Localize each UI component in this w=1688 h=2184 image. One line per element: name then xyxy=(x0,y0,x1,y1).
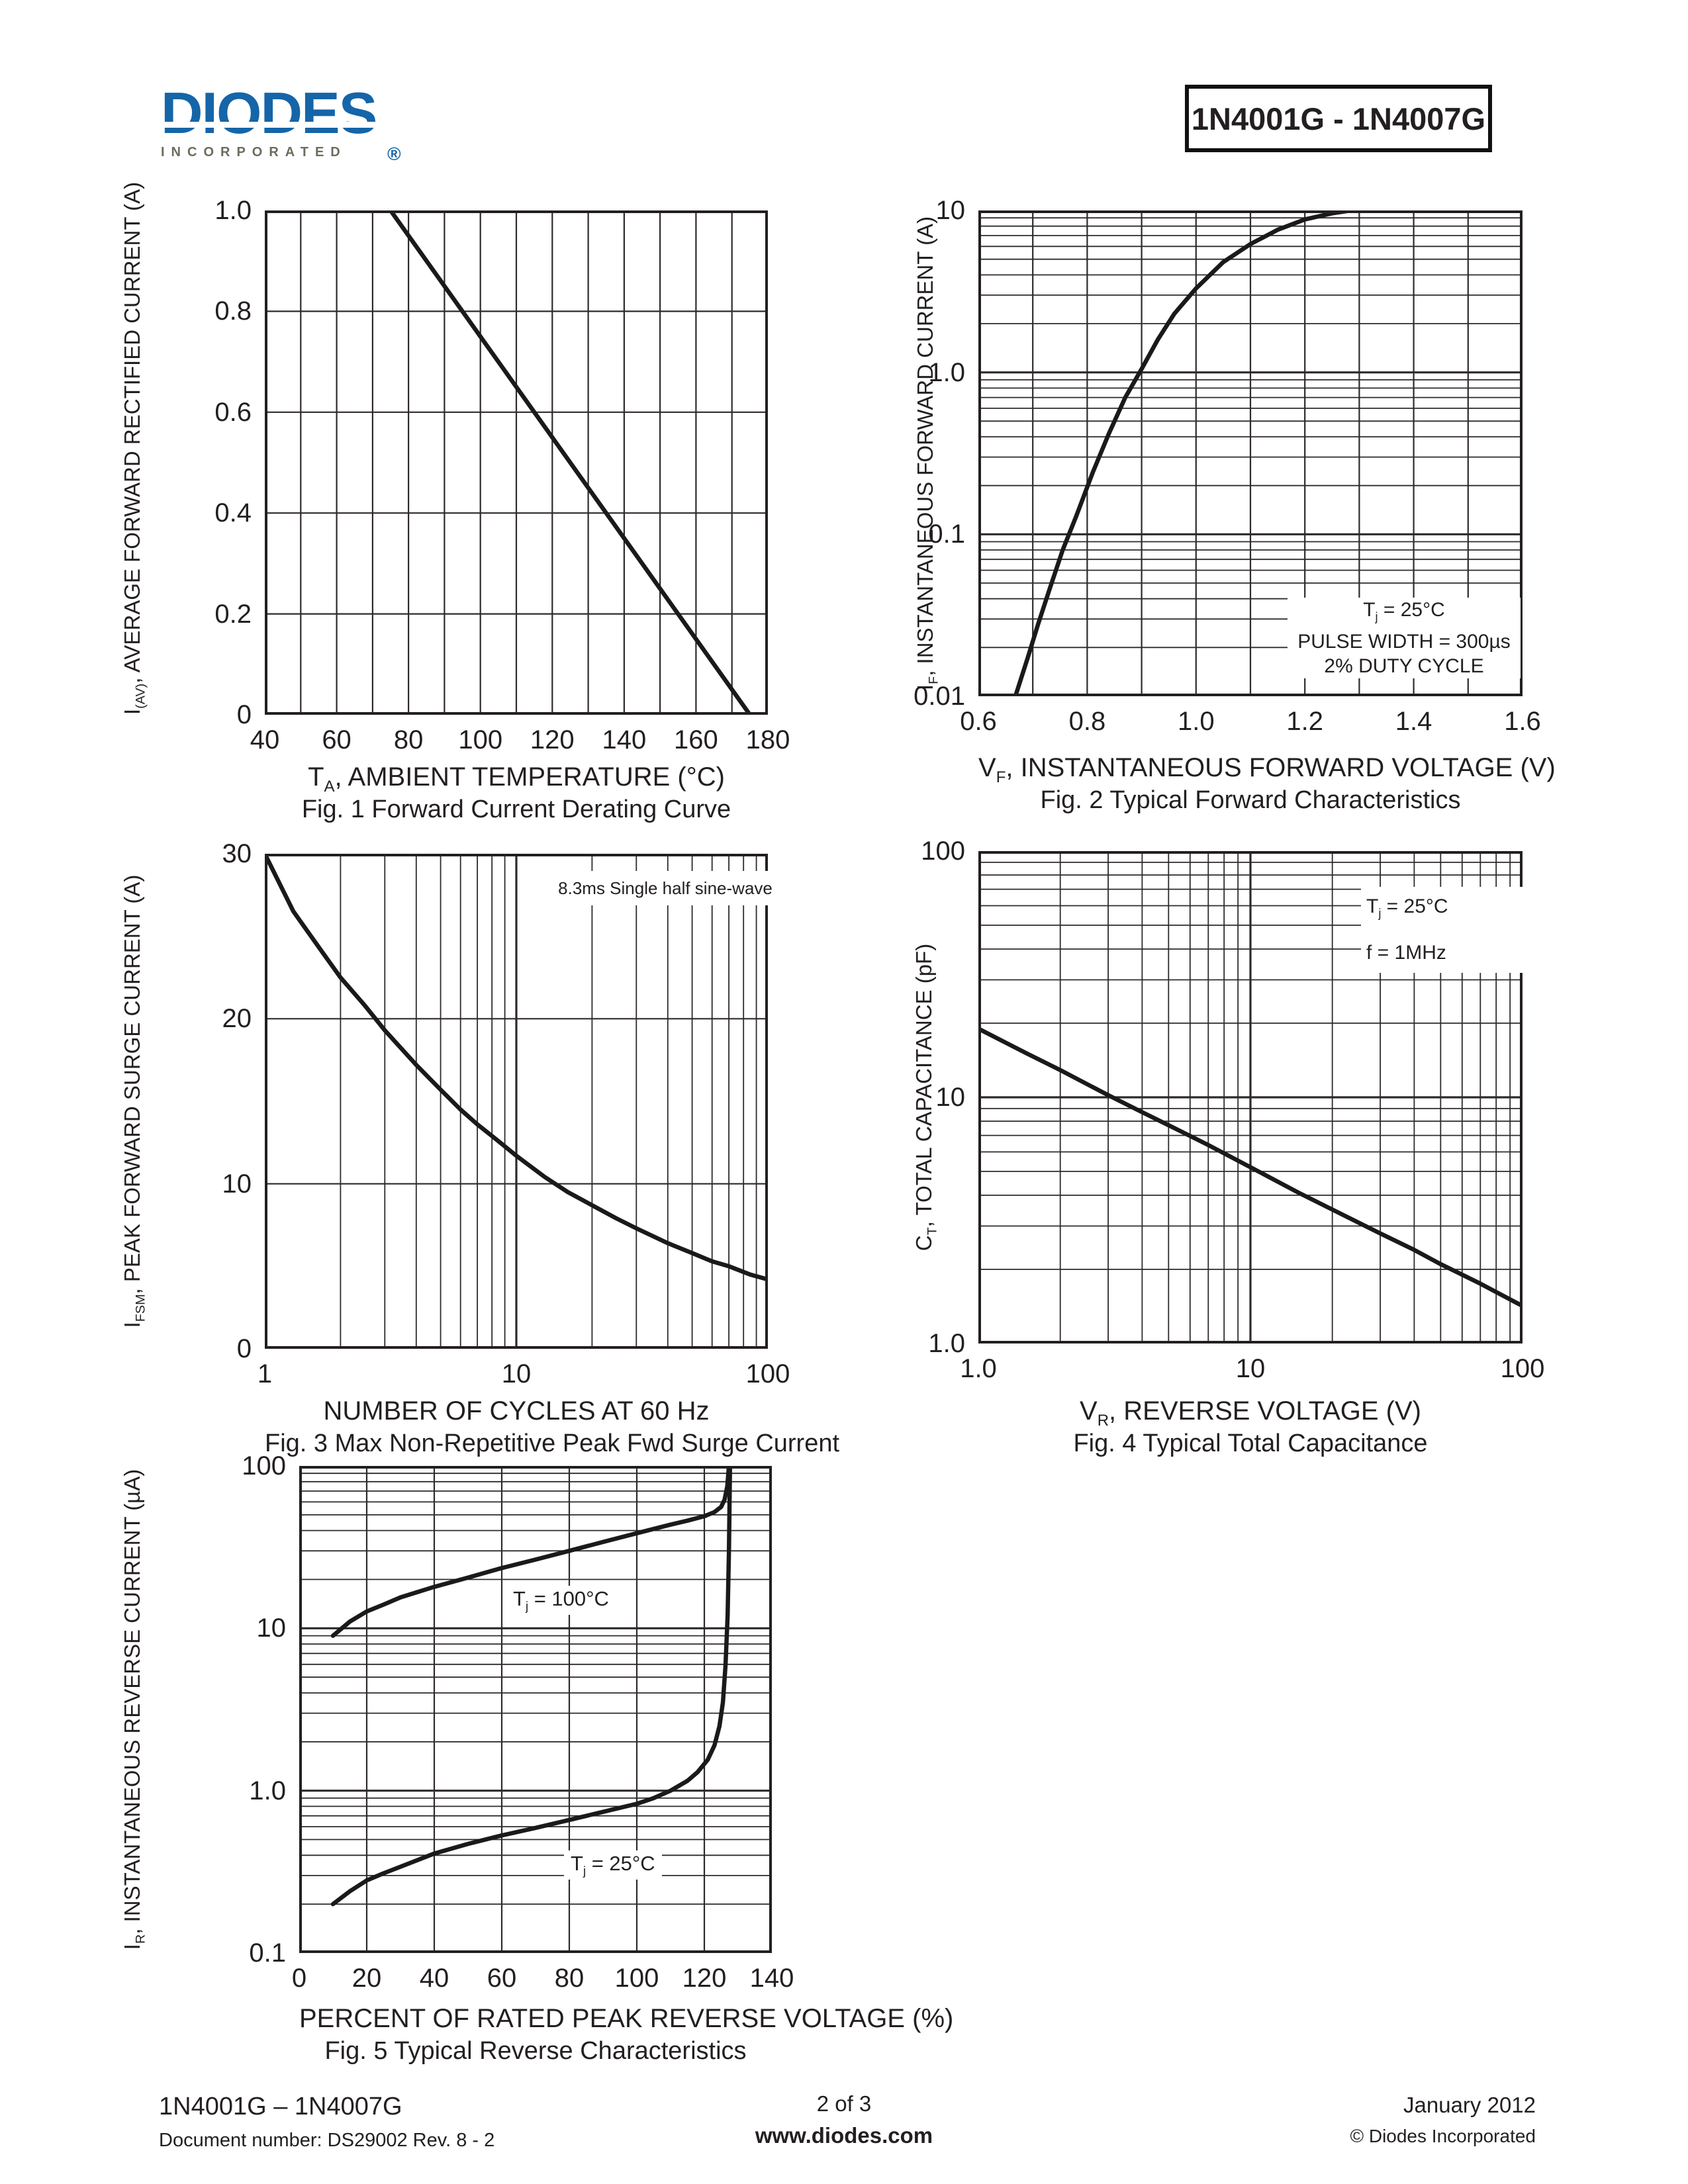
fig5-y-tick-label: 1.0 xyxy=(249,1776,286,1805)
fig1-y-tick-label: 0.2 xyxy=(214,599,252,629)
fig5-curve-label-25c: Tj = 25°C xyxy=(564,1850,662,1880)
fig4-test-conditions: Tj = 25°C f = 1MHz xyxy=(1361,887,1530,973)
fig2-y-tick-label: 0.1 xyxy=(928,520,965,549)
fig3-x-axis-title: NUMBER OF CYCLES AT 60 Hz xyxy=(323,1396,710,1426)
fig1-x-tick-label: 100 xyxy=(458,725,503,754)
fig1-y-tick-label: 0.8 xyxy=(214,296,252,326)
logo-stripe xyxy=(161,122,383,128)
fig4-condition-line: Tj = 25°C xyxy=(1366,895,1448,920)
fig2-caption: Fig. 2 Typical Forward Characteristics xyxy=(1040,786,1461,814)
footer-website: www.diodes.com xyxy=(755,2123,933,2148)
fig2-plot xyxy=(977,209,1524,698)
footer-document-number: Document number: DS29002 Rev. 8 - 2 xyxy=(159,2130,495,2151)
fig3-x-tick-label: 10 xyxy=(501,1359,532,1388)
fig1-caption: Fig. 1 Forward Current Derating Curve xyxy=(301,796,731,823)
fig4-condition-line: f = 1MHz xyxy=(1366,942,1446,964)
fig5-x-axis-title: PERCENT OF RATED PEAK REVERSE VOLTAGE (%… xyxy=(299,2004,954,2033)
fig3-x-tick-label: 100 xyxy=(745,1359,790,1388)
fig5-x-tick-label: 120 xyxy=(682,1964,727,1993)
fig3-caption: Fig. 3 Max Non-Repetitive Peak Fwd Surge… xyxy=(265,1430,840,1457)
fig4-x-axis-title: VR, REVERSE VOLTAGE (V) xyxy=(1080,1396,1421,1430)
part-number-box: 1N4001G - 1N4007G xyxy=(1185,85,1492,152)
fig5-x-tick-label: 20 xyxy=(352,1964,382,1993)
fig1-y-tick-label: 1.0 xyxy=(214,196,252,225)
fig1-y-tick-label: 0 xyxy=(236,700,252,729)
fig5-caption: Fig. 5 Typical Reverse Characteristics xyxy=(324,2037,747,2065)
fig4-y-tick-label: 100 xyxy=(921,837,965,866)
fig5-x-tick-label: 140 xyxy=(749,1964,794,1993)
fig4-x-tick-label: 100 xyxy=(1500,1354,1545,1383)
logo-text: DIODES xyxy=(161,80,377,146)
logo-incorporated-text: INCORPORATED xyxy=(161,145,347,159)
fig1-x-tick-label: 60 xyxy=(322,725,352,754)
fig5-x-tick-label: 80 xyxy=(554,1964,585,1993)
fig5-y-axis-title: IR, INSTANTANEOUS REVERSE CURRENT (µA) xyxy=(120,1469,148,1950)
diodes-logo-wordmark: DIODES ® xyxy=(161,80,412,164)
footer-date: January 2012 xyxy=(1403,2093,1536,2117)
fig2-condition-line: Tj = 25°C xyxy=(1363,599,1445,623)
fig3-y-tick-label: 20 xyxy=(222,1004,252,1034)
fig3-plot xyxy=(263,852,769,1350)
fig5-y-tick-label: 10 xyxy=(256,1614,287,1643)
fig2-condition-line: PULSE WIDTH = 300µs xyxy=(1297,631,1511,653)
fig5-y-tick-label: 0.1 xyxy=(249,1938,286,1968)
fig5-curve-label-100c: Tj = 100°C xyxy=(506,1586,616,1615)
fig1-y-tick-label: 0.4 xyxy=(214,498,252,528)
fig2-x-axis-title: VF, INSTANTANEOUS FORWARD VOLTAGE (V) xyxy=(978,753,1556,786)
fig2-x-tick-label: 1.2 xyxy=(1286,707,1323,736)
footer-copyright: © Diodes Incorporated xyxy=(1350,2126,1536,2146)
fig1-y-tick-label: 0.6 xyxy=(214,397,252,427)
fig2-y-tick-label: 0.01 xyxy=(914,682,965,711)
fig2-condition-line: 2% DUTY CYCLE xyxy=(1324,655,1484,677)
fig4-x-tick-label: 1.0 xyxy=(960,1354,997,1383)
fig2-x-tick-label: 0.8 xyxy=(1068,707,1106,736)
fig4-x-tick-label: 10 xyxy=(1235,1354,1266,1383)
fig4-y-tick-label: 10 xyxy=(935,1083,966,1112)
fig3-y-tick-label: 0 xyxy=(236,1334,252,1363)
fig2-y-axis-title: IF, INSTANTANEOUS FORWARD CURRENT (A) xyxy=(913,216,941,691)
diodes-logo: DIODES ® INCORPORATED xyxy=(161,80,412,164)
fig2-x-tick-label: 0.6 xyxy=(960,707,997,736)
fig5-plot xyxy=(298,1465,773,1954)
fig2-y-tick-label: 10 xyxy=(935,196,966,225)
fig1-x-axis-title: TA, AMBIENT TEMPERATURE (°C) xyxy=(308,762,725,796)
fig2-x-tick-label: 1.4 xyxy=(1395,707,1432,736)
fig1-x-tick-label: 40 xyxy=(250,725,280,754)
fig5-x-tick-label: 40 xyxy=(419,1964,449,1993)
fig1-x-tick-label: 120 xyxy=(530,725,575,754)
fig5-x-tick-label: 60 xyxy=(487,1964,517,1993)
fig3-y-tick-label: 10 xyxy=(222,1169,252,1199)
fig5-x-tick-label: 0 xyxy=(291,1964,307,1993)
fig2-x-tick-label: 1.6 xyxy=(1504,707,1541,736)
fig1-x-tick-label: 160 xyxy=(674,725,718,754)
fig1-plot xyxy=(263,209,769,716)
fig1-x-tick-label: 80 xyxy=(393,725,424,754)
fig1-x-tick-label: 140 xyxy=(602,725,647,754)
part-number-range: 1N4001G - 1N4007G xyxy=(1191,101,1486,136)
footer-page-number: 2 of 3 xyxy=(816,2091,872,2116)
fig2-y-tick-label: 1.0 xyxy=(928,357,965,387)
fig3-y-axis-title: IFSM, PEAK FORWARD SURGE CURRENT (A) xyxy=(120,874,148,1328)
fig5-x-tick-label: 100 xyxy=(614,1964,659,1993)
fig1-x-tick-label: 180 xyxy=(745,725,790,754)
registered-mark: ® xyxy=(387,144,401,164)
fig3-y-tick-label: 30 xyxy=(222,839,252,868)
fig3-x-tick-label: 1 xyxy=(257,1359,273,1388)
fig5-y-tick-label: 100 xyxy=(242,1451,286,1480)
fig1-y-axis-title: I(AV), AVERAGE FORWARD RECTIFIED CURRENT… xyxy=(120,181,148,715)
fig2-test-conditions: Tj = 25°C PULSE WIDTH = 300µs 2% DUTY CY… xyxy=(1288,598,1521,678)
fig2-x-tick-label: 1.0 xyxy=(1177,707,1215,736)
fig3-test-conditions: 8.3ms Single half sine-wave xyxy=(553,871,778,905)
footer-part-range: 1N4001G – 1N4007G xyxy=(159,2093,402,2120)
fig4-y-tick-label: 1.0 xyxy=(928,1329,965,1358)
fig4-caption: Fig. 4 Typical Total Capacitance xyxy=(1073,1430,1428,1457)
